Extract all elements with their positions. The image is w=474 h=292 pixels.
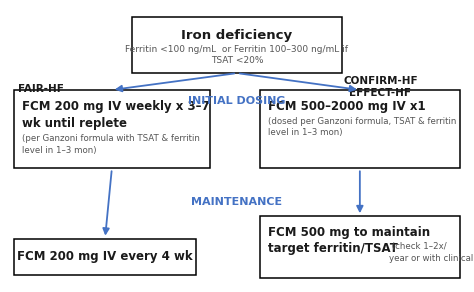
Text: target ferritin/TSAT: target ferritin/TSAT bbox=[268, 242, 398, 255]
Text: CONFIRM-HF
EFFECT-HF: CONFIRM-HF EFFECT-HF bbox=[343, 76, 418, 98]
Text: (dosed per Ganzoni formula, TSAT & ferritin
level in 1–3 mon): (dosed per Ganzoni formula, TSAT & ferri… bbox=[268, 117, 456, 137]
Text: INITIAL DOSING: INITIAL DOSING bbox=[188, 96, 286, 106]
Text: FCM 200 mg IV weekly x 3–7: FCM 200 mg IV weekly x 3–7 bbox=[22, 100, 210, 113]
Text: (per Ganzoni formula with TSAT & ferritin
level in 1–3 mon): (per Ganzoni formula with TSAT & ferriti… bbox=[22, 134, 200, 155]
Text: Ferritin <100 ng/mL  or Ferritin 100–300 ng/mL if
TSAT <20%: Ferritin <100 ng/mL or Ferritin 100–300 … bbox=[126, 45, 348, 65]
Text: (check 1–2x/
year or with clinical indications): (check 1–2x/ year or with clinical indic… bbox=[389, 242, 474, 263]
FancyBboxPatch shape bbox=[260, 90, 460, 168]
FancyBboxPatch shape bbox=[260, 216, 460, 278]
Text: FCM 200 mg IV every 4 wk: FCM 200 mg IV every 4 wk bbox=[17, 250, 193, 263]
Text: FAIR-HF: FAIR-HF bbox=[18, 84, 64, 93]
Text: FCM 500 mg to maintain: FCM 500 mg to maintain bbox=[268, 226, 430, 239]
FancyBboxPatch shape bbox=[14, 239, 196, 275]
Text: FCM 500–2000 mg IV x1: FCM 500–2000 mg IV x1 bbox=[268, 100, 426, 113]
Text: Iron deficiency: Iron deficiency bbox=[182, 29, 292, 42]
Text: wk until replete: wk until replete bbox=[22, 117, 127, 130]
FancyBboxPatch shape bbox=[132, 17, 342, 73]
FancyBboxPatch shape bbox=[14, 90, 210, 168]
Text: MAINTENANCE: MAINTENANCE bbox=[191, 197, 283, 207]
